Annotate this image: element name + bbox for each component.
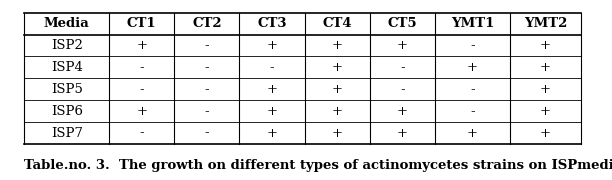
Text: -: - xyxy=(470,39,475,52)
Text: Table.no. 3.  The growth on different types of actinomycetes strains on ISPmedia: Table.no. 3. The growth on different typ… xyxy=(24,159,612,172)
Text: +: + xyxy=(540,39,551,52)
Text: -: - xyxy=(204,61,209,74)
Text: +: + xyxy=(397,39,408,52)
Text: +: + xyxy=(136,105,147,118)
Text: -: - xyxy=(400,61,405,74)
Text: CT1: CT1 xyxy=(127,17,157,30)
Text: CT2: CT2 xyxy=(192,17,222,30)
Text: +: + xyxy=(540,105,551,118)
Text: ISP2: ISP2 xyxy=(51,39,83,52)
Text: -: - xyxy=(470,105,475,118)
Text: -: - xyxy=(204,105,209,118)
Text: +: + xyxy=(397,127,408,140)
Text: +: + xyxy=(332,61,343,74)
Text: +: + xyxy=(332,83,343,96)
Text: +: + xyxy=(467,61,478,74)
Text: ISP7: ISP7 xyxy=(51,127,83,140)
Text: ISP6: ISP6 xyxy=(51,105,83,118)
Text: +: + xyxy=(266,105,277,118)
Text: +: + xyxy=(540,61,551,74)
Text: +: + xyxy=(266,127,277,140)
Text: -: - xyxy=(204,83,209,96)
Text: +: + xyxy=(397,105,408,118)
Text: CT5: CT5 xyxy=(387,17,417,30)
Text: -: - xyxy=(140,83,144,96)
Text: +: + xyxy=(266,83,277,96)
Text: CT3: CT3 xyxy=(257,17,287,30)
Text: +: + xyxy=(332,127,343,140)
Text: +: + xyxy=(332,105,343,118)
Text: Media: Media xyxy=(44,17,90,30)
Text: +: + xyxy=(136,39,147,52)
Text: ISP4: ISP4 xyxy=(51,61,83,74)
Text: -: - xyxy=(204,127,209,140)
Text: +: + xyxy=(540,127,551,140)
Text: YMT1: YMT1 xyxy=(450,17,494,30)
Text: -: - xyxy=(140,127,144,140)
Text: +: + xyxy=(540,83,551,96)
Text: CT4: CT4 xyxy=(323,17,352,30)
Text: -: - xyxy=(204,39,209,52)
Text: -: - xyxy=(400,83,405,96)
Text: ISP5: ISP5 xyxy=(51,83,83,96)
Text: -: - xyxy=(140,61,144,74)
Text: -: - xyxy=(270,61,274,74)
Text: YMT2: YMT2 xyxy=(524,17,567,30)
Text: -: - xyxy=(470,83,475,96)
Text: +: + xyxy=(467,127,478,140)
Text: +: + xyxy=(266,39,277,52)
Text: +: + xyxy=(332,39,343,52)
